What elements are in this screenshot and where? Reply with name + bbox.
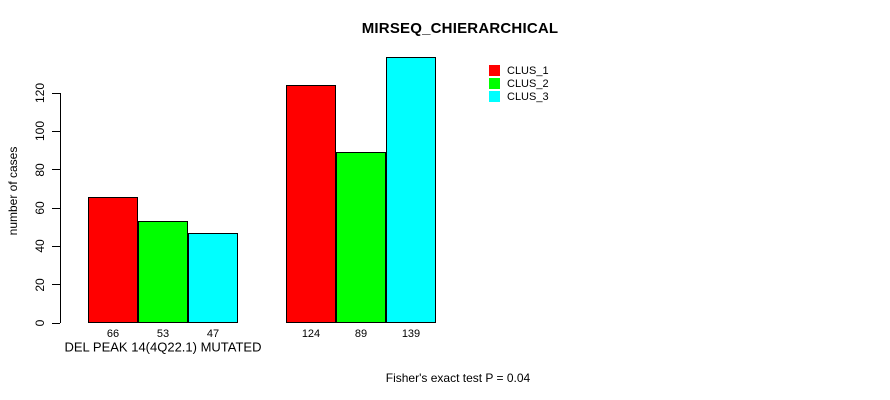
legend-item-clus_3: CLUS_3 — [489, 90, 549, 103]
chart-title: MIRSEQ_CHIERARCHICAL — [361, 20, 559, 37]
bar-clus_1-group2 — [286, 85, 336, 323]
bar-value-label: 124 — [301, 328, 321, 340]
y-axis-line — [60, 93, 61, 323]
y-tick-mark — [52, 207, 60, 209]
bar-clus_3-group2 — [386, 56, 436, 323]
legend-swatch-icon — [489, 91, 500, 102]
y-tick-label: 60 — [33, 201, 47, 215]
legend-swatch-icon — [489, 78, 500, 89]
y-tick-mark — [52, 130, 60, 132]
y-tick-label: 20 — [33, 277, 47, 292]
y-tick-label: 0 — [33, 319, 47, 327]
bar-clus_1-group1 — [88, 196, 138, 323]
bar-value-label: 139 — [401, 328, 421, 340]
y-tick-label: 80 — [33, 162, 47, 177]
bar-clus_2-group1 — [138, 221, 188, 323]
y-axis-label: number of cases — [6, 146, 20, 236]
bar-clus_3-group1 — [188, 232, 238, 323]
bar-value-label: 66 — [106, 328, 120, 340]
y-tick-mark — [52, 169, 60, 171]
legend-swatch-icon — [489, 65, 500, 76]
bar-value-label: 89 — [354, 328, 368, 340]
legend-item-clus_1: CLUS_1 — [489, 64, 549, 77]
y-tick-mark — [52, 284, 60, 286]
footnote: Fisher's exact test P = 0.04 — [385, 371, 531, 385]
y-tick-label: 120 — [33, 82, 47, 104]
y-tick-label: 100 — [33, 121, 47, 142]
legend-label: CLUS_1 — [507, 64, 549, 77]
y-tick-mark — [52, 92, 60, 94]
x-category-label: DEL PEAK 14(4Q22.1) MUTATED — [64, 339, 262, 355]
legend-label: CLUS_3 — [507, 90, 549, 103]
bar-clus_2-group2 — [336, 152, 386, 323]
y-tick-mark — [52, 245, 60, 247]
bar-value-label: 53 — [156, 328, 170, 340]
legend-item-clus_2: CLUS_2 — [489, 77, 549, 90]
bar-value-label: 47 — [206, 328, 220, 340]
legend: CLUS_1 CLUS_2 CLUS_3 — [489, 64, 549, 103]
y-tick-label: 40 — [33, 239, 47, 254]
y-tick-mark — [52, 322, 60, 324]
legend-label: CLUS_2 — [507, 77, 549, 90]
